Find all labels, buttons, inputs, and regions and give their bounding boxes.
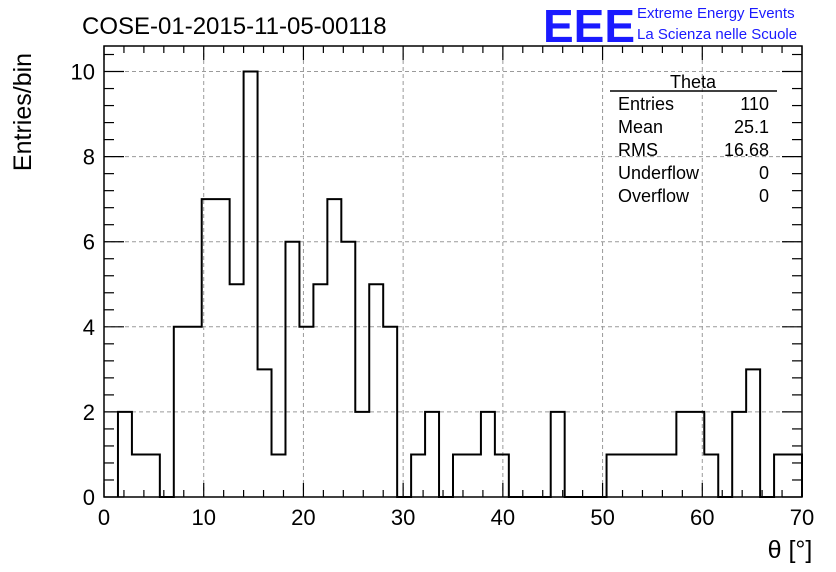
- logo-line-2: La Scienza nelle Scuole: [637, 26, 797, 43]
- stats-box-title: Theta: [670, 72, 717, 92]
- x-tick-label: 60: [690, 505, 714, 530]
- x-tick-label: 30: [391, 505, 415, 530]
- stats-label-rms: RMS: [618, 140, 658, 160]
- y-axis-label: Entries/bin: [9, 53, 37, 171]
- stats-value-mean: 25.1: [734, 117, 769, 137]
- stats-box: Theta Entries 110 Mean 25.1 RMS 16.68 Un…: [610, 72, 777, 206]
- eee-logo: EEE Extreme Energy Events La Scienza nel…: [543, 0, 797, 52]
- x-tick-label: 10: [191, 505, 215, 530]
- stats-label-entries: Entries: [618, 94, 674, 114]
- x-axis-label: θ [°]: [768, 536, 813, 564]
- stats-value-entries: 110: [740, 94, 769, 114]
- y-tick-label: 4: [83, 315, 95, 340]
- x-tick-label: 40: [491, 505, 515, 530]
- stats-value-underflow: 0: [759, 163, 769, 183]
- logo-mark: EEE: [543, 0, 635, 52]
- y-tick-label: 0: [83, 485, 95, 510]
- plot-frame: [103, 45, 803, 498]
- stats-label-underflow: Underflow: [618, 163, 700, 183]
- stats-value-overflow: 0: [759, 186, 769, 206]
- y-tick-label: 8: [83, 145, 95, 170]
- y-tick-label: 2: [83, 400, 95, 425]
- stats-label-mean: Mean: [618, 117, 663, 137]
- histogram-series: [116, 70, 803, 498]
- chart-title: COSE-01-2015-11-05-00118: [82, 13, 387, 40]
- stats-value-rms: 16.68: [724, 140, 769, 160]
- x-tick-label: 0: [98, 505, 110, 530]
- y-tick-label: 6: [83, 230, 95, 255]
- logo-line-1: Extreme Energy Events: [637, 5, 795, 22]
- x-tick-label: 70: [790, 505, 814, 530]
- stats-label-overflow: Overflow: [618, 186, 690, 206]
- tick-labels: 0 10 20 30 40 50 60 70 0 2 4 6 8 10: [71, 60, 815, 530]
- x-tick-label: 20: [291, 505, 315, 530]
- grid-lines: [104, 46, 802, 497]
- x-tick-label: 50: [590, 505, 614, 530]
- y-tick-label: 10: [71, 60, 95, 85]
- axis-ticks: [103, 46, 803, 498]
